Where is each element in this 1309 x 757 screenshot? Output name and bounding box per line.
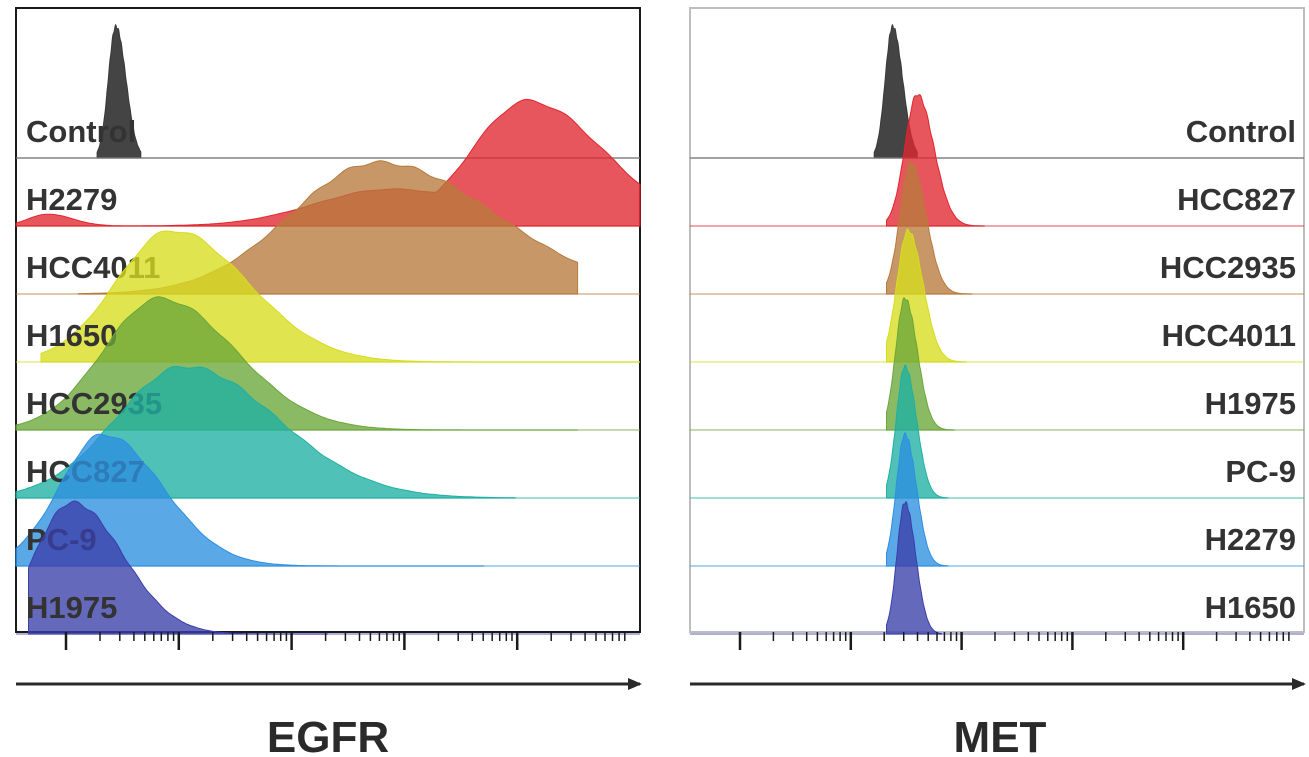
egfr-row-label-control: Control [26, 114, 136, 149]
egfr-axis-ticks [64, 632, 626, 650]
met-row-label-hcc4011: HCC4011 [1162, 318, 1296, 353]
met-panel: Control HCC827 HCC2935 HCC4011 H1975 PC-9 H227… [689, 7, 1306, 757]
met-row-label-h1650: H1650 [1205, 590, 1296, 625]
egfr-histogram-control [96, 24, 142, 159]
met-row-label-h2279: H2279 [1205, 522, 1296, 557]
met-row-label-hcc827: HCC827 [1177, 182, 1296, 217]
met-histogram-rows: Control HCC827 HCC2935 HCC4011 H1975 PC-9 H227… [690, 24, 1304, 635]
egfr-histogram-rows: ControlH2279HCC4011H1650HCC2935HCC827PC-… [15, 24, 641, 635]
met-axis-ticks [738, 632, 1290, 650]
met-row-label-h1975: H1975 [1205, 386, 1296, 421]
egfr-row-label-h1650: H1650 [26, 318, 117, 353]
met-row-label-pc-9: PC-9 [1225, 454, 1296, 489]
egfr-row-label-h1975: H1975 [26, 590, 117, 625]
egfr-axis-title: EGFR [267, 713, 389, 757]
met-histogram-h1650 [886, 501, 943, 635]
met-row-label-hcc2935: HCC2935 [1160, 250, 1296, 285]
egfr-row-label-h2279: H2279 [26, 182, 117, 217]
met-row-label-control: Control [1186, 114, 1296, 149]
met-axis-title: MET [954, 713, 1047, 757]
egfr-panel: ControlH2279HCC4011H1650HCC2935HCC827PC-… [15, 7, 642, 757]
met-plot-frame [689, 7, 1305, 633]
